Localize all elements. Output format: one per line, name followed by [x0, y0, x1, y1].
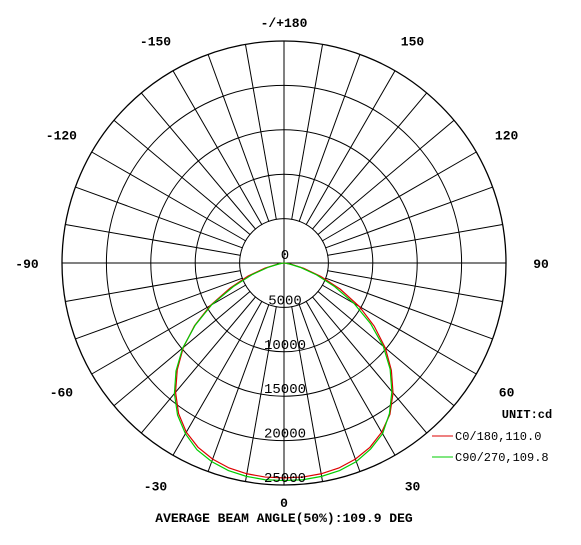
grid-spoke	[91, 284, 247, 375]
legend-entry-c90: C90/270,109.8	[455, 451, 549, 465]
angle-label: 30	[405, 480, 421, 495]
radial-label: 10000	[264, 338, 306, 354]
grid-spoke	[311, 296, 428, 434]
grid-spoke	[327, 223, 503, 256]
angle-label: 90	[533, 257, 549, 272]
grid-spoke	[325, 186, 493, 249]
radial-label: 5000	[268, 293, 302, 309]
grid-spoke	[75, 277, 243, 340]
grid-spoke	[305, 70, 396, 226]
radial-label: 15000	[264, 382, 306, 398]
grid-spoke	[140, 92, 257, 230]
angle-labels: -/+180 150 120 90 60 30 0 -30 -60 -90 -120 -150	[15, 16, 549, 511]
grid-spoke	[298, 304, 361, 472]
radial-labels: 0 5000 10000 15000 20000 25000	[264, 248, 306, 487]
grid-spoke	[140, 296, 257, 434]
beam-angle-footer: AVERAGE BEAM ANGLE(50%):109.9 DEG	[155, 511, 413, 526]
angle-label: -/+180	[261, 16, 308, 31]
angle-label: -150	[140, 34, 171, 49]
angle-label: 60	[499, 386, 515, 401]
grid-spoke	[317, 119, 455, 236]
intensity-curves	[173, 262, 394, 482]
angle-label: 150	[401, 34, 425, 49]
grid-spoke	[311, 92, 428, 230]
angle-label: -30	[144, 480, 168, 495]
radial-label: 25000	[264, 471, 306, 487]
grid-spoke	[321, 151, 477, 242]
grid-spoke	[244, 44, 277, 220]
grid-spoke	[321, 284, 477, 375]
grid-spoke	[291, 306, 324, 482]
grid-spoke	[113, 119, 251, 236]
grid-spoke	[91, 151, 247, 242]
series-curve-0	[174, 262, 394, 479]
grid-spoke	[65, 223, 241, 256]
angle-label: -60	[50, 386, 74, 401]
series-curve-1	[173, 262, 393, 482]
polar-grid	[61, 40, 507, 486]
grid-spoke	[75, 186, 243, 249]
angle-label: -120	[46, 129, 77, 144]
grid-spoke	[207, 54, 270, 222]
grid-spoke	[305, 300, 396, 456]
legend: C0/180,110.0 C90/270,109.8	[432, 430, 549, 465]
radial-label: 20000	[264, 427, 306, 443]
grid-spoke	[327, 270, 503, 303]
angle-label: 120	[495, 129, 519, 144]
radial-label: 0	[281, 248, 289, 264]
grid-spoke	[65, 270, 241, 303]
grid-spoke	[207, 304, 270, 472]
angle-label: 0	[280, 496, 288, 511]
legend-entry-c0: C0/180,110.0	[455, 430, 541, 444]
grid-spoke	[291, 44, 324, 220]
angle-label: -90	[15, 257, 39, 272]
grid-spoke	[244, 306, 277, 482]
grid-spoke	[172, 300, 263, 456]
grid-spoke	[325, 277, 493, 340]
unit-label: UNIT:cd	[502, 408, 552, 422]
grid-spoke	[172, 70, 263, 226]
grid-spoke	[298, 54, 361, 222]
